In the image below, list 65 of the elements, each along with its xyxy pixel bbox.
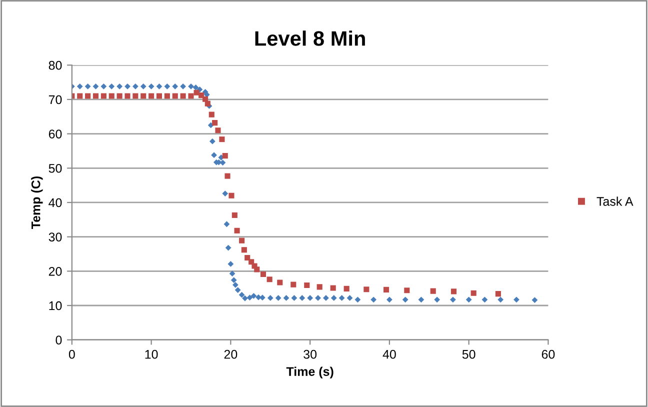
point <box>198 92 204 98</box>
point <box>450 288 457 294</box>
y-axis-title: Temp (C) <box>31 176 43 229</box>
point <box>304 282 310 288</box>
point <box>234 228 240 234</box>
point <box>132 93 138 99</box>
point <box>188 93 194 99</box>
point <box>85 93 91 99</box>
y-tick-label: 30 <box>48 232 62 242</box>
point <box>495 291 501 297</box>
y-tick-label: 40 <box>48 198 62 208</box>
point <box>215 128 221 134</box>
point <box>344 286 350 292</box>
y-tick-label: 10 <box>49 301 62 310</box>
point <box>470 290 476 296</box>
point <box>404 288 410 294</box>
point <box>108 93 114 99</box>
point <box>180 93 186 99</box>
y-tick-label: 20 <box>48 266 62 276</box>
y-tick-label: 80 <box>48 60 62 70</box>
x-tick-label: 20 <box>224 350 238 359</box>
y-tick-label: 50 <box>48 164 62 173</box>
point <box>100 93 106 99</box>
point <box>316 284 322 290</box>
point <box>219 136 225 142</box>
legend-label: Task A <box>596 196 634 206</box>
point <box>241 247 247 253</box>
point <box>254 266 260 272</box>
point <box>116 93 122 99</box>
chart-title: Level 8 Min <box>255 30 365 46</box>
point <box>212 120 218 126</box>
point <box>156 93 162 99</box>
point <box>222 153 228 159</box>
point <box>208 112 214 118</box>
point <box>140 93 146 99</box>
point <box>364 286 370 292</box>
x-tick-label: 50 <box>462 350 476 359</box>
point <box>266 276 272 282</box>
y-tick-label: 60 <box>48 130 62 138</box>
x-tick-label: 30 <box>304 350 317 359</box>
point <box>228 192 234 198</box>
x-tick-label: 0 <box>68 350 75 359</box>
point <box>204 100 210 106</box>
point <box>232 212 238 218</box>
x-tick-label: 10 <box>145 350 158 359</box>
point <box>290 282 296 288</box>
y-tick-label: 70 <box>48 95 62 104</box>
point <box>77 93 83 99</box>
y-tick-label: 0 <box>56 336 62 344</box>
point <box>260 271 266 278</box>
point <box>330 285 336 291</box>
point <box>172 93 178 99</box>
point <box>148 93 154 99</box>
point <box>224 173 230 179</box>
point <box>124 93 130 99</box>
point <box>383 286 390 292</box>
point <box>244 254 250 261</box>
x-tick-label: 40 <box>382 350 396 359</box>
point <box>92 93 99 99</box>
point <box>277 280 283 286</box>
point <box>164 93 170 99</box>
point <box>239 238 245 244</box>
point <box>430 288 436 294</box>
x-axis-title: Time (s) <box>286 366 334 378</box>
x-tick-label: 60 <box>542 350 555 359</box>
